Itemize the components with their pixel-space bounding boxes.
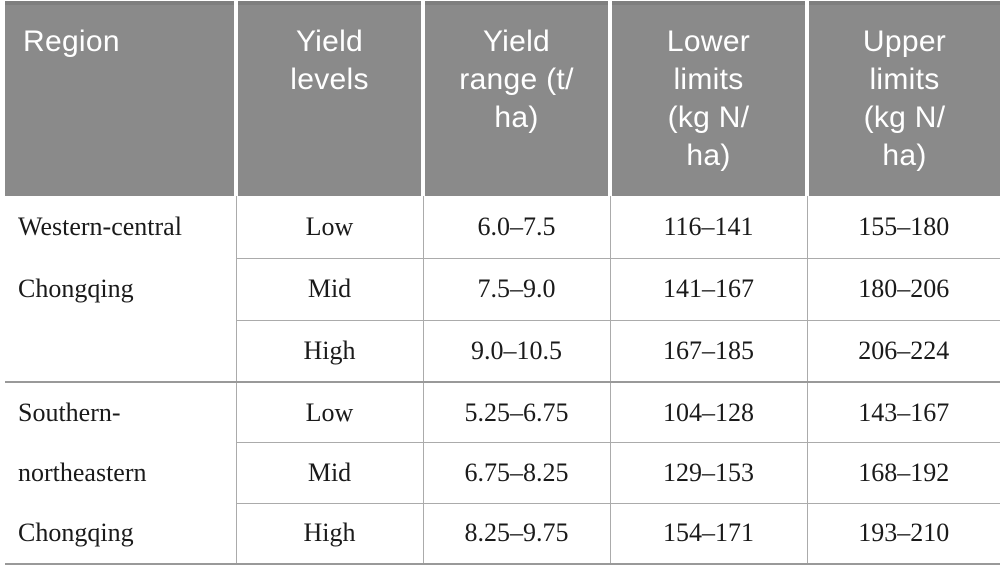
lower-limits-cell: 154–171 bbox=[609, 503, 807, 565]
upper-limits-cell: 168–192 bbox=[806, 442, 1000, 504]
region-cell: Western-central Chongqing bbox=[5, 196, 236, 383]
yield-level-cell: Low bbox=[235, 382, 423, 444]
yield-range-cell: 5.25–6.75 bbox=[422, 382, 610, 444]
yield-range-cell: 7.5–9.0 bbox=[422, 258, 610, 321]
yield-level-cell: Mid bbox=[235, 258, 423, 321]
column-header-yield-levels: Yield levels bbox=[234, 3, 423, 196]
table-row: Mid 6.75–8.25 129–153 168–192 bbox=[5, 442, 1000, 504]
yield-range-cell: 6.0–7.5 bbox=[422, 196, 610, 259]
upper-limits-cell: 206–224 bbox=[806, 320, 1000, 383]
yield-range-cell: 8.25–9.75 bbox=[422, 503, 610, 565]
yield-level-cell: High bbox=[235, 503, 423, 565]
lower-limits-cell: 167–185 bbox=[609, 320, 807, 383]
upper-limits-cell: 193–210 bbox=[806, 503, 1000, 565]
header-row: Region Yield levels Yield range (t/ ha) … bbox=[5, 3, 1000, 196]
upper-limits-cell: 155–180 bbox=[806, 196, 1000, 259]
lower-limits-cell: 141–167 bbox=[609, 258, 807, 321]
column-header-upper-limits: Upper limits (kg N/ ha) bbox=[805, 3, 1000, 196]
table-row: Mid 7.5–9.0 141–167 180–206 bbox=[5, 258, 1000, 321]
yield-range-cell: 6.75–8.25 bbox=[422, 442, 610, 504]
region-cell: Southern- northeastern Chongqing bbox=[5, 382, 236, 565]
column-header-region: Region bbox=[5, 3, 236, 196]
table-row: High 8.25–9.75 154–171 193–210 bbox=[5, 503, 1000, 565]
upper-limits-cell: 180–206 bbox=[806, 258, 1000, 321]
nitrogen-limits-table: Region Yield levels Yield range (t/ ha) … bbox=[5, 1, 1000, 565]
yield-level-cell: Low bbox=[235, 196, 423, 259]
table-row: High 9.0–10.5 167–185 206–224 bbox=[5, 320, 1000, 383]
yield-level-cell: High bbox=[235, 320, 423, 383]
table-header: Region Yield levels Yield range (t/ ha) … bbox=[5, 3, 1000, 196]
lower-limits-cell: 104–128 bbox=[609, 382, 807, 444]
table-body: Western-central Chongqing Low 6.0–7.5 11… bbox=[5, 196, 1000, 565]
table-row: Southern- northeastern Chongqing Low 5.2… bbox=[5, 382, 1000, 565]
column-header-yield-range: Yield range (t/ ha) bbox=[421, 3, 610, 196]
column-header-lower-limits: Lower limits (kg N/ ha) bbox=[608, 3, 807, 196]
lower-limits-cell: 129–153 bbox=[609, 442, 807, 504]
table-row: Western-central Chongqing Low 6.0–7.5 11… bbox=[5, 196, 1000, 383]
upper-limits-cell: 143–167 bbox=[806, 382, 1000, 444]
yield-range-cell: 9.0–10.5 bbox=[422, 320, 610, 383]
lower-limits-cell: 116–141 bbox=[609, 196, 807, 259]
yield-level-cell: Mid bbox=[235, 442, 423, 504]
